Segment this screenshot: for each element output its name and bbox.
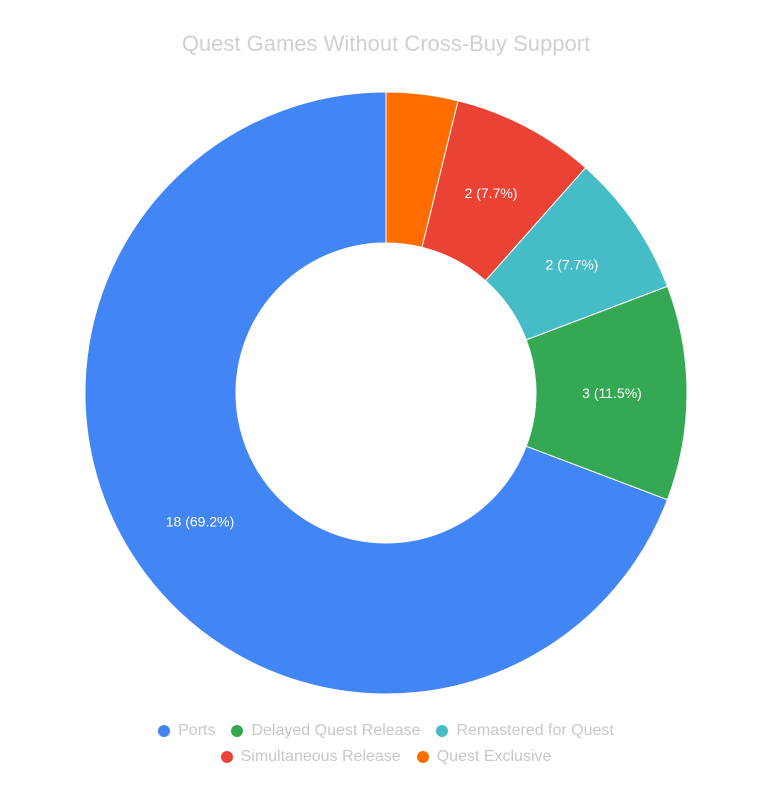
data-label-simultaneous-release: 2 (7.7%) [465, 185, 518, 201]
slice-delayed-quest-release [525, 285, 688, 501]
chart-legend: Ports Delayed Quest Release Remastered for… [0, 718, 772, 770]
legend-label: Simultaneous Release [240, 748, 401, 765]
legend-item-quest-exclusive[interactable]: Quest Exclusive [416, 744, 552, 770]
legend-item-simultaneous-release[interactable]: Simultaneous Release [220, 744, 401, 770]
legend-item-ports[interactable]: Ports [158, 718, 215, 744]
legend-item-remastered-for-quest[interactable]: Remastered for Quest [436, 718, 614, 744]
legend-row: Simultaneous Release Quest Exclusive [0, 744, 772, 770]
data-label-ports: 18 (69.2%) [166, 513, 234, 529]
legend-label: Remastered for Quest [456, 722, 614, 739]
legend-label: Delayed Quest Release [251, 722, 421, 739]
donut-slices [84, 91, 688, 695]
legend-swatch [231, 725, 244, 737]
chart-title: Quest Games Without Cross-Buy Support [181, 31, 591, 56]
legend-row: Ports Delayed Quest Release Remastered for… [0, 718, 772, 744]
slice-ports [84, 91, 669, 695]
donut-chart: 18 (69.2%) 3 (11.5%) 2 (7.7%) 2 (7.7%) [84, 91, 688, 695]
slice-quest-exclusive [385, 91, 459, 248]
legend-item-delayed-quest-release[interactable]: Delayed Quest Release [231, 718, 420, 744]
data-label-remastered-for-quest: 2 (7.7%) [546, 257, 599, 273]
donut-data-labels: 18 (69.2%) 3 (11.5%) 2 (7.7%) 2 (7.7%) [166, 185, 642, 529]
legend-swatch [416, 751, 429, 763]
data-label-delayed-quest-release: 3 (11.5%) [582, 385, 642, 401]
legend-label: Ports [178, 722, 216, 739]
legend-label: Quest Exclusive [436, 748, 552, 765]
legend-swatch [158, 725, 171, 737]
legend-swatch [436, 725, 449, 737]
legend-swatch [220, 751, 233, 763]
